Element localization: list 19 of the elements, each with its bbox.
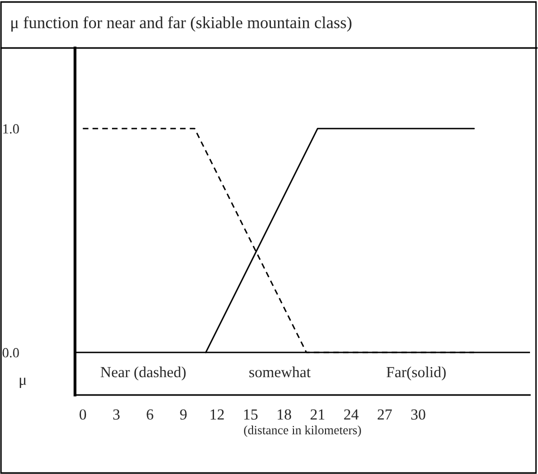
y-tick-label: 1.0 [3,124,19,134]
x-tick-label: 15 [244,409,258,420]
x-tick-label: 30 [411,409,426,420]
x-tick-label: 9 [180,409,187,420]
x-tick-label: 21 [310,409,324,420]
x-tick-label: 6 [146,409,154,420]
y-tick-label: 0.0 [2,348,19,358]
x-tick-label: 3 [113,409,120,420]
x-tick-label: 12 [210,409,224,420]
x-tick-label: 24 [344,409,359,420]
x-axis-title: (distance in kilometers) [244,426,361,437]
annotation: somewhat [249,366,311,378]
x-tick-label: 0 [80,409,86,420]
y-axis-title: μ [20,378,26,388]
annotation: Far(solid) [386,366,446,380]
annotation: Near (dashed) [100,366,186,380]
chart-title: μ function for near and far (skiable mountain class) [11,16,352,32]
x-tick-label: 18 [278,409,292,420]
x-tick-label: 27 [378,409,392,420]
